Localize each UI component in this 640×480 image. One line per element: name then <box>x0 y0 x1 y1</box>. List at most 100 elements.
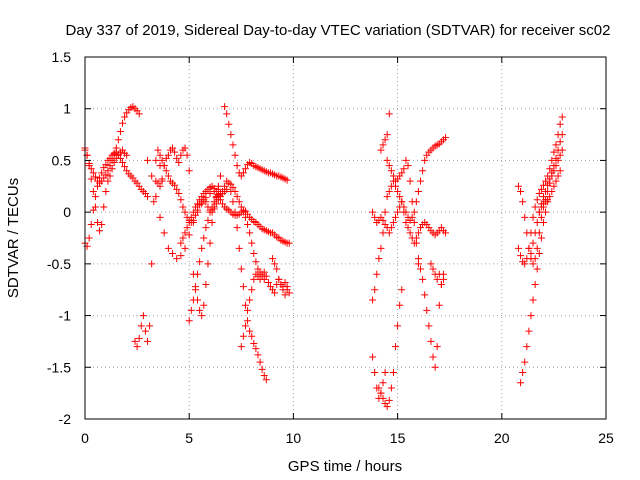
data-point <box>150 198 158 206</box>
data-point <box>85 234 93 242</box>
series-s22 <box>377 110 393 154</box>
data-point <box>417 265 425 273</box>
data-point <box>389 172 397 180</box>
series-s20 <box>414 255 447 371</box>
y-tick-label: 0.5 <box>52 152 72 168</box>
data-point <box>181 229 189 237</box>
data-point <box>539 218 547 226</box>
data-point <box>400 165 408 173</box>
data-point <box>394 322 402 330</box>
data-point <box>375 255 383 263</box>
data-point <box>383 131 391 139</box>
data-point <box>406 177 414 185</box>
data-point <box>173 185 181 193</box>
data-point <box>273 265 281 273</box>
data-point <box>537 234 545 242</box>
data-point <box>221 103 229 111</box>
data-point <box>131 337 139 345</box>
data-point <box>523 229 531 237</box>
data-point <box>529 260 537 268</box>
data-point <box>385 110 393 118</box>
data-point <box>194 200 202 208</box>
series-s7 <box>152 144 193 190</box>
data-point <box>169 144 177 152</box>
data-point <box>202 281 210 289</box>
x-axis-label: GPS time / hours <box>288 458 402 475</box>
data-point <box>412 239 420 247</box>
data-point <box>421 291 429 299</box>
data-point <box>114 136 122 144</box>
data-point <box>414 255 422 263</box>
data-point <box>152 156 160 164</box>
data-point <box>248 286 256 294</box>
data-point <box>100 203 108 211</box>
data-point <box>546 165 554 173</box>
data-point <box>379 216 387 224</box>
data-point <box>406 229 414 237</box>
data-point <box>233 193 241 201</box>
data-point <box>204 216 212 224</box>
series-s12 <box>227 187 270 384</box>
data-point <box>104 167 112 175</box>
data-point <box>164 244 172 252</box>
series-s16 <box>369 198 450 247</box>
chart-title: Day 337 of 2019, Sidereal Day-to-day VTE… <box>66 22 611 39</box>
data-point <box>233 162 241 170</box>
data-point <box>225 120 233 128</box>
data-point <box>171 148 179 156</box>
series-s3 <box>81 146 131 235</box>
data-point <box>264 278 272 286</box>
data-point <box>106 172 114 180</box>
data-point <box>535 250 543 258</box>
data-point <box>398 198 406 206</box>
data-point <box>248 239 256 247</box>
data-point <box>439 275 447 283</box>
data-point <box>552 177 560 185</box>
data-point <box>177 239 185 247</box>
data-point <box>171 181 179 189</box>
data-point <box>250 250 258 258</box>
data-point <box>385 229 393 237</box>
data-point <box>96 227 104 235</box>
data-point <box>535 190 543 198</box>
data-point <box>379 229 387 237</box>
data-point <box>421 156 429 164</box>
data-point <box>189 270 197 278</box>
data-point <box>239 208 247 216</box>
data-point <box>87 175 95 183</box>
series-s21 <box>427 260 447 289</box>
data-point <box>241 322 249 330</box>
data-point <box>533 265 541 273</box>
series-s23 <box>514 113 566 268</box>
data-point <box>108 165 116 173</box>
data-point <box>527 250 535 258</box>
series-s18 <box>369 353 389 402</box>
data-point <box>381 368 389 376</box>
data-point <box>237 265 245 273</box>
axis-ticks: 0 5 10 15 20 25 1.5 1 0.5 0 -0.5 -1 -1.5 -2 <box>47 49 614 446</box>
data-point <box>258 365 266 373</box>
data-point <box>554 172 562 180</box>
data-point <box>396 203 404 211</box>
data-point <box>210 203 218 211</box>
data-point <box>177 151 185 159</box>
data-point <box>369 353 377 361</box>
y-tick-label: -2 <box>59 411 72 427</box>
data-point <box>156 182 164 190</box>
data-point <box>404 224 412 232</box>
data-point <box>431 363 439 371</box>
data-point <box>377 244 385 252</box>
data-points <box>81 103 566 411</box>
data-point <box>381 136 389 144</box>
data-point <box>121 163 129 171</box>
data-point <box>139 312 147 320</box>
data-point <box>525 327 533 335</box>
data-point <box>387 224 395 232</box>
data-point <box>556 151 564 159</box>
series-s14 <box>269 255 293 297</box>
data-point <box>531 255 539 263</box>
data-point <box>185 218 193 226</box>
data-point <box>85 162 93 170</box>
data-point <box>402 218 410 226</box>
data-point <box>262 376 270 384</box>
